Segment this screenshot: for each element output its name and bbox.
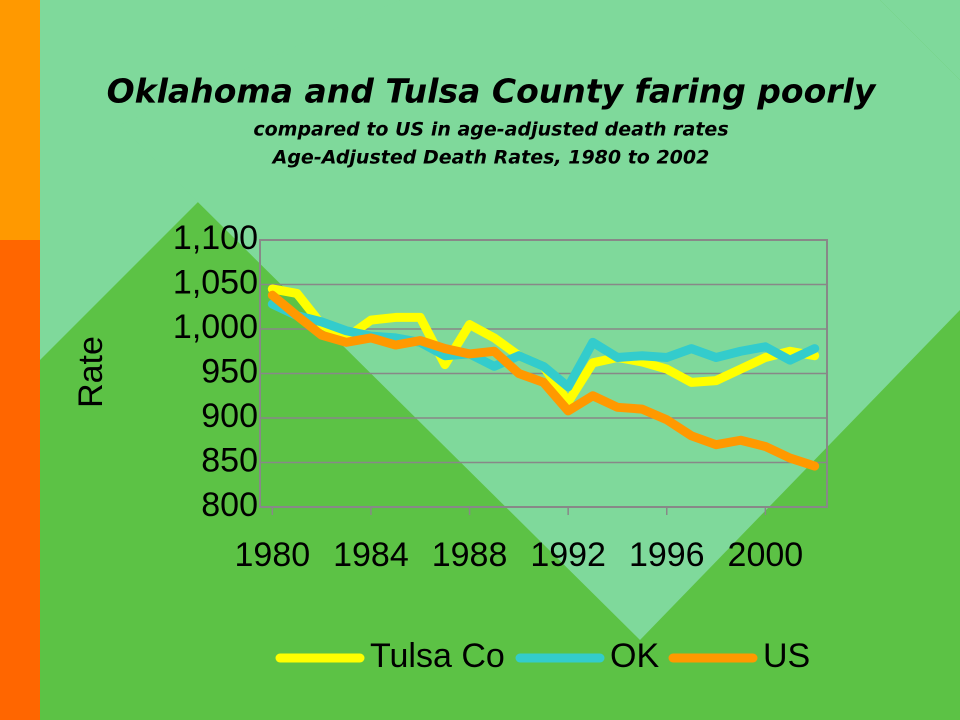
x-tick-label: 1984: [333, 536, 409, 574]
title: Oklahoma and Tulsa County faring poorly: [107, 72, 877, 111]
x-tick-label: 1980: [235, 536, 311, 574]
decor: [880, 0, 960, 80]
y-tick-label: 900: [201, 397, 258, 435]
y-tick-label: 1,050: [173, 263, 258, 301]
subtitle: compared to US in age-adjusted death rat…: [253, 119, 728, 141]
y-tick-label: 1,000: [173, 308, 258, 346]
legend-label: US: [763, 637, 810, 675]
chart-title: Age-Adjusted Death Rates, 1980 to 2002: [271, 147, 710, 169]
x-tick-label: 2000: [728, 536, 804, 574]
legend-label: OK: [610, 637, 659, 675]
legend-label: Tulsa Co: [370, 637, 505, 675]
y-tick-label: 800: [201, 486, 258, 524]
y-tick-label: 1,100: [173, 219, 258, 257]
side-strip: [0, 0, 40, 240]
x-tick-label: 1992: [530, 536, 606, 574]
series-line: [267, 299, 820, 392]
decor: [120, 0, 960, 640]
y-axis-label: Rate: [72, 336, 110, 408]
x-tick-label: 1988: [432, 536, 508, 574]
side-strip: [0, 240, 40, 720]
y-tick-label: 850: [201, 441, 258, 479]
series-line: [267, 290, 820, 471]
y-tick-label: 950: [201, 352, 258, 390]
x-tick-label: 1996: [629, 536, 705, 574]
